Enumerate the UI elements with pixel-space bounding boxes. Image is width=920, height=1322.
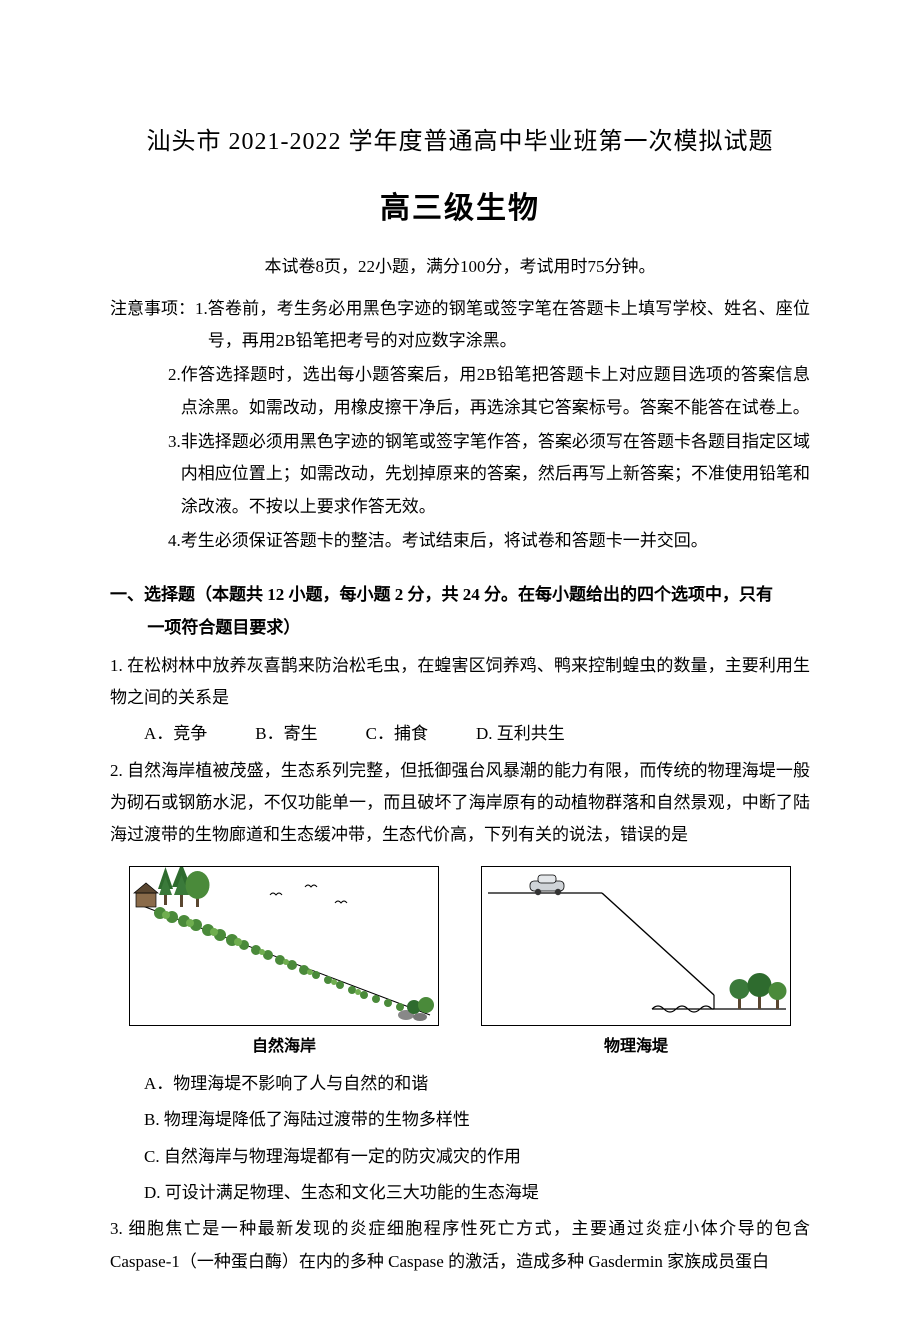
question-2-option-d: D. 可设计满足物理、生态和文化三大功能的生态海堤 xyxy=(110,1177,810,1209)
notice-block: 注意事项： 1. 答卷前，考生务必用黑色字迹的钢笔或签字笔在答题卡上填写学校、姓… xyxy=(110,293,810,557)
question-2-option-b: B. 物理海堤降低了海陆过渡带的生物多样性 xyxy=(110,1104,810,1136)
page-subtitle: 高三级生物 xyxy=(110,180,810,237)
figure-seawall-caption: 物理海堤 xyxy=(604,1032,668,1062)
notice-text: 非选择题必须用黑色字迹的钢笔或签字笔作答，答案必须写在答题卡各题目指定区域内相应… xyxy=(181,426,810,523)
notice-label: 注意事项： xyxy=(110,293,195,325)
figure-seawall: 物理海堤 xyxy=(481,866,791,1062)
figure-natural-coast: 自然海岸 xyxy=(129,866,439,1062)
notice-item: 3. 非选择题必须用黑色字迹的钢笔或签字笔作答，答案必须写在答题卡各题目指定区域… xyxy=(110,426,810,523)
exam-info: 本试卷8页，22小题，满分100分，考试用时75分钟。 xyxy=(110,251,810,283)
option-d: D. 互利共生 xyxy=(476,718,565,750)
question-1-options: A．竞争 B．寄生 C．捕食 D. 互利共生 xyxy=(110,718,810,750)
section-heading: 一、选择题（本题共 12 小题，每小题 2 分，共 24 分。在每小题给出的四个… xyxy=(110,579,810,644)
figure-natural-coast-image xyxy=(129,866,439,1026)
natural-coast-icon xyxy=(130,866,439,1025)
figure-natural-coast-caption: 自然海岸 xyxy=(252,1032,316,1062)
notice-item: 4. 考生必须保证答题卡的整洁。考试结束后，将试卷和答题卡一并交回。 xyxy=(110,525,810,557)
section-heading-line1: 一、选择题（本题共 12 小题，每小题 2 分，共 24 分。在每小题给出的四个… xyxy=(110,585,773,604)
seawall-icon xyxy=(482,867,791,1026)
notice-number: 2. xyxy=(168,359,181,391)
figure-row: 自然海岸 xyxy=(110,866,810,1062)
notice-item: 1. 答卷前，考生务必用黑色字迹的钢笔或签字笔在答题卡上填写学校、姓名、座位号，… xyxy=(195,293,810,358)
section-heading-line2: 一项符合题目要求） xyxy=(110,612,810,644)
notice-text: 答卷前，考生务必用黑色字迹的钢笔或签字笔在答题卡上填写学校、姓名、座位号，再用2… xyxy=(208,293,810,358)
page-title: 汕头市 2021-2022 学年度普通高中毕业班第一次模拟试题 xyxy=(110,120,810,166)
figure-seawall-image xyxy=(481,866,791,1026)
notice-number: 1. xyxy=(195,293,208,325)
notice-text: 考生必须保证答题卡的整洁。考试结束后，将试卷和答题卡一并交回。 xyxy=(181,525,810,557)
question-2-option-c: C. 自然海岸与物理海堤都有一定的防灾减灾的作用 xyxy=(110,1141,810,1173)
option-a: A．竞争 xyxy=(144,718,207,750)
notice-number: 3. xyxy=(168,426,181,458)
option-c: C．捕食 xyxy=(366,718,428,750)
notice-number: 4. xyxy=(168,525,181,557)
option-b: B．寄生 xyxy=(255,718,317,750)
question-1-stem: 1. 在松树林中放养灰喜鹊来防治松毛虫，在蝗害区饲养鸡、鸭来控制蝗虫的数量，主要… xyxy=(110,650,810,715)
notice-text: 作答选择题时，选出每小题答案后，用2B铅笔把答题卡上对应题目选项的答案信息点涂黑… xyxy=(181,359,810,424)
notice-item: 2. 作答选择题时，选出每小题答案后，用2B铅笔把答题卡上对应题目选项的答案信息… xyxy=(110,359,810,424)
question-3-stem: 3. 细胞焦亡是一种最新发现的炎症细胞程序性死亡方式，主要通过炎症小体介导的包含… xyxy=(110,1213,810,1278)
question-2-stem: 2. 自然海岸植被茂盛，生态系列完整，但抵御强台风暴潮的能力有限，而传统的物理海… xyxy=(110,755,810,852)
question-2-option-a: A．物理海堤不影响了人与自然的和谐 xyxy=(110,1068,810,1100)
